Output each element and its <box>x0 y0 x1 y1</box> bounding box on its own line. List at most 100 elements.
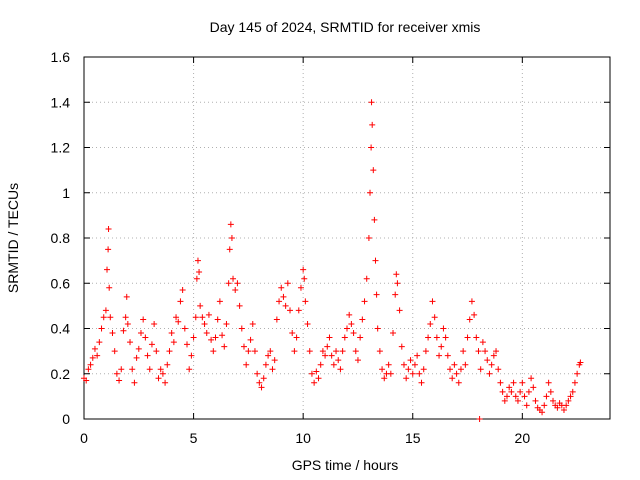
data-point <box>284 280 291 287</box>
data-point <box>313 368 320 375</box>
data-point <box>289 330 296 337</box>
data-points <box>81 99 584 422</box>
data-point <box>197 302 204 309</box>
data-point <box>392 291 399 298</box>
data-point <box>155 375 162 382</box>
data-point <box>280 293 287 300</box>
data-point <box>311 379 318 386</box>
data-point <box>396 307 403 314</box>
data-point <box>339 348 346 355</box>
data-point <box>188 352 195 359</box>
data-point <box>122 314 129 321</box>
data-point <box>199 314 206 321</box>
data-point <box>144 352 151 359</box>
data-point <box>186 366 193 373</box>
data-point <box>300 266 307 273</box>
data-point <box>214 316 221 323</box>
data-point <box>173 314 180 321</box>
data-point <box>528 375 535 382</box>
data-point <box>414 352 421 359</box>
y-tick-label: 1.4 <box>51 94 71 110</box>
data-point <box>442 334 449 341</box>
data-point <box>226 246 233 253</box>
data-point <box>133 354 140 361</box>
data-point <box>87 361 94 368</box>
y-tick-label: 0.6 <box>51 275 71 291</box>
data-point <box>574 370 581 377</box>
data-point <box>105 225 112 232</box>
data-point <box>451 361 458 368</box>
data-point <box>352 348 359 355</box>
data-point <box>212 334 219 341</box>
data-point <box>405 366 412 373</box>
data-point <box>381 375 388 382</box>
x-tick-label: 10 <box>295 430 311 446</box>
data-point <box>337 366 344 373</box>
data-point <box>457 366 464 373</box>
data-point <box>221 343 228 350</box>
x-tick-label: 20 <box>515 430 531 446</box>
data-point <box>297 284 304 291</box>
data-point <box>521 393 528 400</box>
plot-frame <box>83 56 611 420</box>
data-point <box>569 388 576 395</box>
data-point <box>341 334 348 341</box>
data-point <box>295 307 302 314</box>
data-point <box>269 366 276 373</box>
data-point <box>499 388 506 395</box>
data-point <box>170 339 177 346</box>
x-axis-label: GPS time / hours <box>292 457 399 473</box>
data-point <box>278 284 285 291</box>
data-point <box>460 348 467 355</box>
data-point <box>523 402 530 409</box>
data-point <box>137 330 144 337</box>
axis-tick-labels: 0 0.2 0.4 0.6 0.8 1 1.2 1.4 1.6 0 5 10 15 20 <box>51 49 531 446</box>
data-point <box>484 357 491 364</box>
data-point <box>508 388 515 395</box>
data-point <box>545 379 552 386</box>
data-point <box>89 354 96 361</box>
data-point <box>436 352 443 359</box>
data-point <box>346 311 353 318</box>
data-point <box>379 366 386 373</box>
data-point <box>344 325 350 332</box>
data-point <box>254 370 261 377</box>
data-point <box>462 361 469 368</box>
data-point <box>471 311 478 318</box>
data-point <box>482 348 489 355</box>
y-tick-label: 1.2 <box>51 140 71 156</box>
data-point <box>287 307 294 314</box>
data-point <box>503 393 510 400</box>
data-point <box>560 406 567 413</box>
data-point <box>438 343 445 350</box>
data-point <box>370 167 377 174</box>
data-point <box>403 375 410 382</box>
y-tick-label: 0 <box>62 411 70 427</box>
data-point <box>118 366 125 373</box>
data-point <box>363 275 370 282</box>
data-point <box>547 388 554 395</box>
data-point <box>273 316 280 323</box>
data-point <box>265 352 272 359</box>
data-point <box>227 221 234 228</box>
data-point <box>192 314 199 321</box>
data-point <box>510 379 517 386</box>
data-point <box>398 343 405 350</box>
data-point <box>159 370 166 377</box>
data-point <box>293 334 300 341</box>
data-point <box>251 348 258 355</box>
data-point <box>330 361 337 368</box>
data-point <box>123 293 130 300</box>
data-point <box>240 343 247 350</box>
data-point <box>409 370 416 377</box>
data-point <box>433 334 440 341</box>
axis-ticks <box>83 56 610 420</box>
data-point <box>116 377 123 384</box>
data-point <box>431 314 438 321</box>
data-point <box>148 341 155 348</box>
data-point <box>124 320 131 327</box>
data-point <box>495 366 502 373</box>
data-point <box>153 348 160 355</box>
data-point <box>111 348 118 355</box>
y-tick-label: 1.6 <box>51 49 71 65</box>
